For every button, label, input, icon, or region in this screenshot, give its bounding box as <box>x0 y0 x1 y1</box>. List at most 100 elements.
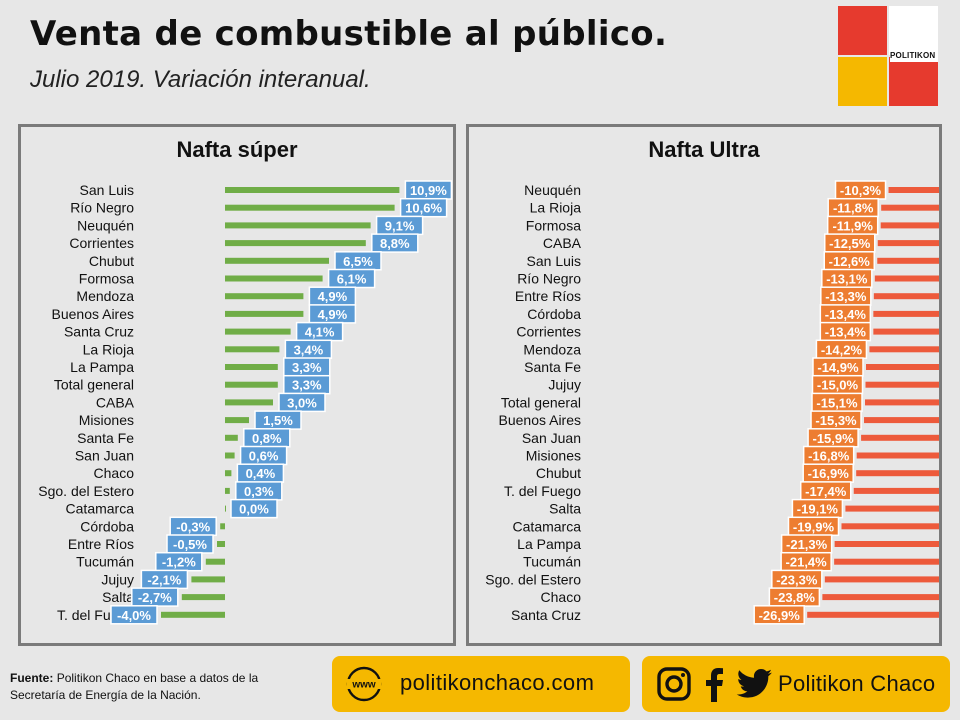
category-label: Río Negro <box>517 271 581 287</box>
social-banner[interactable]: Politikon Chaco <box>642 656 950 712</box>
category-label: La Pampa <box>517 536 581 552</box>
bar <box>841 523 939 530</box>
category-label: Buenos Aires <box>499 412 582 428</box>
bar <box>225 364 278 370</box>
bar <box>865 381 939 388</box>
data-label: 0,3% <box>244 484 274 499</box>
data-label: -16,8% <box>808 449 850 464</box>
bar <box>225 328 291 335</box>
data-label: -1,2% <box>162 555 196 570</box>
category-label: Tucumán <box>76 554 134 570</box>
category-label: Río Negro <box>70 200 134 216</box>
data-label: -15,3% <box>815 413 857 428</box>
category-label: Catamarca <box>66 501 135 517</box>
bar <box>225 310 304 317</box>
bar <box>864 417 939 424</box>
chart-title-super: Nafta súper <box>176 137 298 162</box>
page-subtitle: Julio 2019. Variación interanual. <box>30 66 371 93</box>
data-label: -2,7% <box>138 590 172 605</box>
data-label: -21,3% <box>786 537 828 552</box>
bar <box>225 417 249 424</box>
twitter-icon[interactable] <box>736 666 774 702</box>
bar <box>856 470 939 477</box>
data-label: -17,4% <box>805 484 847 499</box>
data-label: -15,1% <box>816 395 858 410</box>
social-handle[interactable]: Politikon Chaco <box>778 671 936 696</box>
category-label: Sgo. del Estero <box>485 571 581 587</box>
logo-text: POLITIKON <box>890 50 938 62</box>
bar <box>225 346 280 353</box>
data-label: 0,8% <box>252 431 282 446</box>
bar <box>874 275 939 282</box>
category-label: Entre Ríos <box>68 536 134 552</box>
data-label: 3,3% <box>292 360 322 375</box>
data-label-box <box>399 197 448 218</box>
bar <box>888 187 939 193</box>
website-banner[interactable]: www politikonchaco.com <box>332 656 630 712</box>
bar <box>225 187 400 193</box>
www-text: www <box>351 680 376 691</box>
category-label: Misiones <box>526 448 581 464</box>
category-label: Jujuy <box>101 571 134 587</box>
facebook-icon[interactable] <box>702 666 726 702</box>
data-label: 3,0% <box>287 395 317 410</box>
category-label: Total general <box>501 394 581 410</box>
category-label: Salta <box>102 589 134 605</box>
category-label: Santa Fe <box>77 430 134 446</box>
bar <box>834 541 939 547</box>
category-label: San Juan <box>522 430 581 446</box>
category-label: San Juan <box>75 448 134 464</box>
bar <box>181 594 225 601</box>
data-label: -10,3% <box>840 183 882 198</box>
category-label: La Rioja <box>83 341 135 357</box>
category-label: Jujuy <box>548 377 581 393</box>
data-label: -13,1% <box>826 272 868 287</box>
data-label: -0,3% <box>176 519 210 534</box>
bar <box>205 558 225 565</box>
data-label: -13,4% <box>825 307 867 322</box>
category-label: Chubut <box>89 253 134 269</box>
category-label: Catamarca <box>513 518 582 534</box>
category-label: Neuquén <box>77 217 134 233</box>
data-label: 8,8% <box>380 236 410 251</box>
bar <box>873 293 939 300</box>
bar <box>191 576 225 583</box>
data-label: -21,4% <box>786 555 828 570</box>
data-label: -12,5% <box>829 236 871 251</box>
category-label: San Luis <box>527 253 581 269</box>
bar <box>225 222 371 229</box>
data-label: 0,4% <box>246 466 276 481</box>
data-label: -15,0% <box>817 378 859 393</box>
category-label: Chubut <box>536 465 581 481</box>
category-label: Córdoba <box>527 306 581 322</box>
bar <box>873 328 939 335</box>
category-label: Buenos Aires <box>52 306 135 322</box>
bar <box>225 204 395 211</box>
category-label: Formosa <box>79 271 134 287</box>
page-title: Venta de combustible al público. <box>30 14 668 54</box>
data-label-box <box>371 233 419 253</box>
data-label: -23,8% <box>774 590 816 605</box>
instagram-icon[interactable] <box>656 666 692 702</box>
bar <box>225 257 329 264</box>
bar <box>225 452 235 459</box>
category-label: Mendoza <box>523 341 581 357</box>
bar <box>225 240 366 247</box>
bar <box>824 576 939 583</box>
data-label: -14,2% <box>821 342 863 357</box>
data-label: -23,3% <box>776 572 818 587</box>
bar <box>877 240 939 247</box>
data-label: -12,6% <box>829 254 871 269</box>
category-label: Chaco <box>541 589 582 605</box>
category-label: Santa Cruz <box>511 607 581 623</box>
category-label: La Rioja <box>530 200 582 216</box>
bar <box>853 487 939 494</box>
source-note: Fuente: Politikon Chaco en base a datos … <box>10 670 310 704</box>
category-label: San Luis <box>80 182 134 198</box>
category-label: Corrientes <box>69 235 134 251</box>
data-label-box <box>753 605 805 625</box>
website-link[interactable]: politikonchaco.com <box>400 670 595 695</box>
data-label: -11,9% <box>832 218 873 233</box>
data-label: 9,1% <box>385 218 415 233</box>
category-label: Chaco <box>94 465 135 481</box>
